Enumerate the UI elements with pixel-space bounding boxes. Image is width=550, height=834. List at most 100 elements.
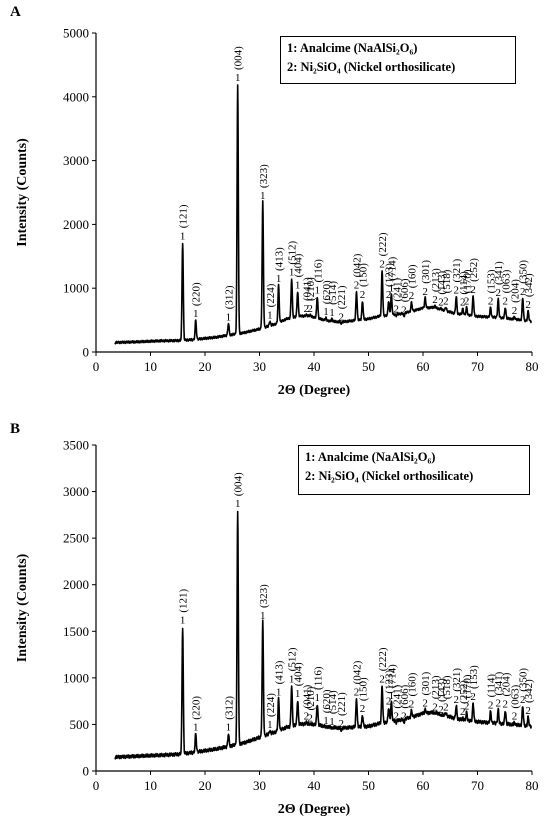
peak-hkl-label: (143) xyxy=(436,678,448,702)
xrd-pattern-line xyxy=(114,510,533,760)
chart-panel-a: A 0 10 20 30 40 50 60 70 80 0 1000 2000 3000 4000 5000… xyxy=(10,4,539,398)
peak-hkl-label: (116) xyxy=(312,259,324,283)
peak-hkl-label: (041) xyxy=(301,277,313,301)
x-tick-label: 20 xyxy=(199,359,212,374)
peak-phase-label: 2 xyxy=(512,305,518,317)
peak-phase-label: 1 xyxy=(323,306,329,318)
peak-hkl-label: (518) xyxy=(441,269,453,293)
peak-phase-label: 2 xyxy=(453,284,459,296)
peak-phase-label: 2 xyxy=(409,698,415,710)
peak-hkl-label: (042) xyxy=(352,660,364,684)
peak-hkl-label: (350) xyxy=(518,668,530,692)
peak-hkl-label: (606) xyxy=(399,278,411,302)
y-tick-label: 1000 xyxy=(63,670,89,685)
peak-phase-label: 1 xyxy=(193,722,199,734)
peak-phase-label: 2 xyxy=(495,287,501,299)
peak-phase-label: 2 xyxy=(386,289,392,301)
peak-phase-label: 2 xyxy=(503,295,509,307)
x-tick-label: 50 xyxy=(362,359,375,374)
peak-phase-label: 1 xyxy=(235,72,241,84)
peak-phase-label: 2 xyxy=(470,284,476,296)
x-tick-label: 0 xyxy=(93,359,100,374)
peak-hkl-label: (620) xyxy=(321,280,333,304)
peak-phase-label: 1 xyxy=(389,283,395,295)
peak-hkl-label: (341) xyxy=(493,261,505,285)
peak-phase-label: 1 xyxy=(323,715,329,727)
peak-hkl-label: (342) xyxy=(523,679,535,703)
peak-hkl-label: (606) xyxy=(399,684,411,708)
peak-phase-label: 1 xyxy=(193,308,199,320)
peak-hkl-label: (153) xyxy=(486,269,498,293)
peak-hkl-label: (342) xyxy=(523,273,535,297)
peak-phase-label: 2 xyxy=(525,705,531,717)
peak-phase-label: 2 xyxy=(488,295,494,307)
peak-hkl-label: (150) xyxy=(358,677,370,701)
peak-hkl-label: (301) xyxy=(420,260,432,284)
peak-phase-label: 1 xyxy=(295,688,301,700)
peak-hkl-label: (210) xyxy=(305,686,317,710)
y-tick-label: 0 xyxy=(83,345,90,360)
peak-hkl-label: (620) xyxy=(321,689,333,713)
peak-phase-label: 2 xyxy=(464,295,470,307)
peak-phase-label: 1 xyxy=(267,719,273,731)
peak-hkl-label: (153) xyxy=(468,665,480,689)
peak-hkl-label: (404) xyxy=(293,662,305,686)
peak-phase-label: 2 xyxy=(354,279,360,291)
peak-phase-label: 2 xyxy=(443,295,449,307)
peak-hkl-label: (042) xyxy=(352,253,364,277)
peak-phase-label: 1 xyxy=(329,307,335,319)
x-tick-label: 70 xyxy=(471,359,484,374)
peak-hkl-label: (114) xyxy=(486,674,498,698)
peak-hkl-label: (220) xyxy=(191,696,203,720)
y-tick-label: 4000 xyxy=(63,89,89,104)
y-tick-label: 2500 xyxy=(63,531,89,546)
peak-hkl-label: (121) xyxy=(178,588,190,612)
peak-phase-label: 1 xyxy=(329,716,335,728)
peak-hkl-label: (321) xyxy=(451,258,463,282)
peak-phase-label: 2 xyxy=(495,698,501,710)
x-tick-label: 40 xyxy=(308,359,321,374)
peak-phase-label: 1 xyxy=(276,273,282,285)
peak-phase-label: 2 xyxy=(401,711,407,723)
x-tick-label: 50 xyxy=(362,778,375,793)
peak-hkl-label: (221) xyxy=(336,285,348,309)
peak-hkl-label: (160) xyxy=(407,672,419,696)
peak-hkl-label: (312) xyxy=(223,696,235,720)
peak-phase-label: 1 xyxy=(226,311,232,323)
peak-hkl-label: (222) xyxy=(377,647,389,671)
peak-hkl-label: (321) xyxy=(451,668,463,692)
y-tick-label: 1000 xyxy=(63,281,89,296)
peak-phase-label: 2 xyxy=(432,701,438,713)
chart-panel-b: B 0 10 20 30 40 50 60 70 80 0 500 1000 1500 2000 2500 3… xyxy=(0,417,550,834)
legend-item-analcime: 1: Analcime (NaAlSi₂O₆) xyxy=(305,450,436,464)
legend-item-ni2sio4: 2: Ni₂SiO₄ (Nickel orthosilicate) xyxy=(287,60,456,74)
peak-hkl-label: (121) xyxy=(178,204,190,228)
y-tick-label: 3000 xyxy=(63,153,89,168)
legend-item-ni2sio4: 2: Ni₂SiO₄ (Nickel orthosilicate) xyxy=(305,469,474,483)
peak-phase-label: 2 xyxy=(304,711,310,723)
peak-phase-label: 2 xyxy=(409,290,415,302)
peak-phase-label: 2 xyxy=(438,297,444,309)
x-tick-label: 10 xyxy=(144,359,157,374)
peak-phase-label: 2 xyxy=(401,304,407,316)
peak-hkl-label: (204) xyxy=(500,672,512,696)
peak-phase-label: 1 xyxy=(389,690,395,702)
y-tick-label: 2000 xyxy=(63,217,89,232)
peak-phase-label: 2 xyxy=(488,699,494,711)
peak-phase-label: 1 xyxy=(276,686,282,698)
y-tick-label: 3000 xyxy=(63,484,89,499)
y-tick-label: 3500 xyxy=(63,438,89,453)
x-tick-label: 40 xyxy=(308,778,321,793)
peak-hkl-label: (004) xyxy=(233,46,245,70)
x-tick-label: 80 xyxy=(526,359,539,374)
peak-hkl-label: (116) xyxy=(312,666,324,690)
peak-phase-label: 2 xyxy=(422,698,428,710)
peak-phase-label: 2 xyxy=(307,712,313,724)
y-axis-title: Intensity (Counts) xyxy=(15,553,30,662)
peak-phase-label: 2 xyxy=(512,711,518,723)
peak-hkl-label: (063) xyxy=(510,684,522,708)
peak-phase-label: 2 xyxy=(503,698,509,710)
peak-hkl-label: (123) xyxy=(384,263,396,287)
panel-label-a: A xyxy=(10,4,21,20)
peak-phase-label: 2 xyxy=(379,673,385,685)
